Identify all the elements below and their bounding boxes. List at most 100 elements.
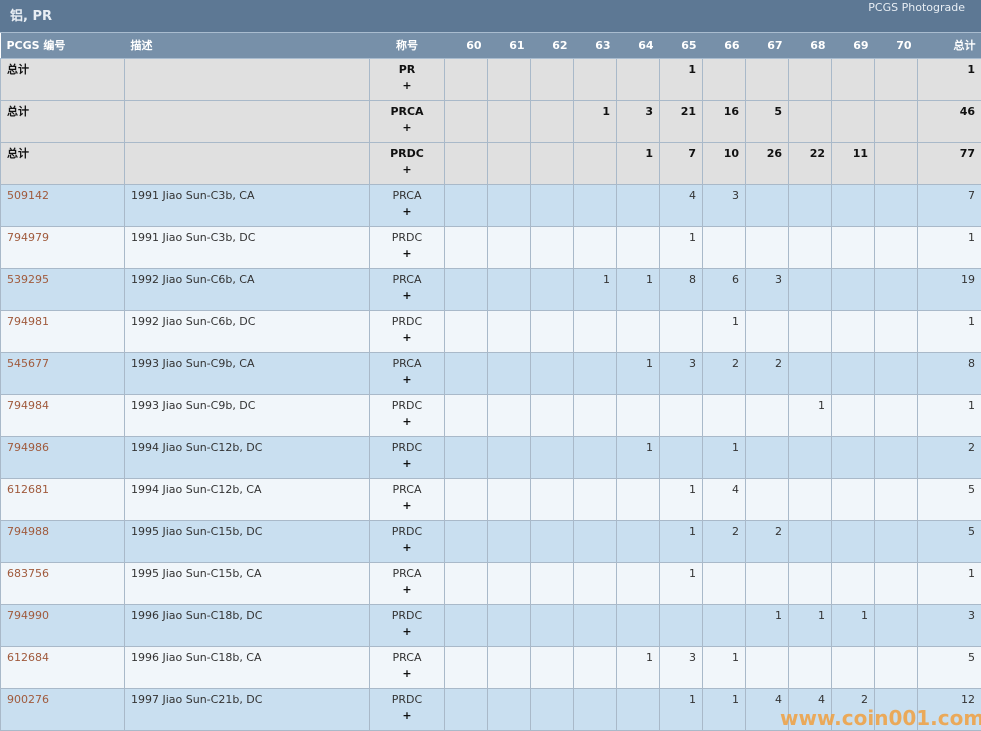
desc-cell: 1992 Jiao Sun-C6b, CA <box>124 267 370 311</box>
designation-cell: PRCA + <box>369 351 445 395</box>
grade-count <box>874 141 918 185</box>
grade-count <box>702 57 746 101</box>
grade-count <box>874 99 918 143</box>
expand-plus-icon[interactable]: + <box>402 498 412 512</box>
expand-plus-icon[interactable]: + <box>402 78 412 92</box>
pcgs-number-link[interactable]: 794984 <box>7 398 49 412</box>
designation-cell: PRCA + <box>369 477 445 521</box>
pcgs-number-link[interactable]: 509142 <box>7 188 49 202</box>
expand-plus-icon[interactable]: + <box>402 456 412 470</box>
grade-count <box>530 141 574 185</box>
photograde-link[interactable]: PCGS Photograde <box>868 1 965 14</box>
grade-count <box>530 225 574 269</box>
expand-plus-icon[interactable]: + <box>402 330 412 344</box>
grade-count: 10 <box>702 141 746 185</box>
grade-count <box>444 309 488 353</box>
grade-count <box>659 603 703 647</box>
total-row: 总计 PRDC +1 7 10 26 22 11 77 <box>0 141 981 185</box>
expand-plus-icon[interactable]: + <box>402 414 412 428</box>
grade-count: 3 <box>702 183 746 227</box>
col-grade: 60 <box>444 33 488 59</box>
grade-count <box>788 309 832 353</box>
grade-count <box>745 435 789 479</box>
watermark: www.coin001.com <box>780 706 981 730</box>
desc-cell: 1996 Jiao Sun-C18b, CA <box>124 645 370 689</box>
grade-count <box>487 267 531 311</box>
grade-count <box>788 435 832 479</box>
pcgs-number-link[interactable]: 794981 <box>7 314 49 328</box>
designation-cell: PRDC + <box>369 393 445 437</box>
pcgs-number-link[interactable]: 612681 <box>7 482 49 496</box>
grade-count <box>788 267 832 311</box>
grade-count <box>616 393 660 437</box>
expand-plus-icon[interactable]: + <box>402 162 412 176</box>
total-count: 5 <box>917 519 981 563</box>
table-row: 794979 1991 Jiao Sun-C3b, DC PRDC +1 1 <box>0 225 981 269</box>
col-grade: 66 <box>702 33 746 59</box>
expand-plus-icon[interactable]: + <box>402 246 412 260</box>
grade-count: 16 <box>702 99 746 143</box>
pcgs-number-link[interactable]: 794979 <box>7 230 49 244</box>
grade-count <box>874 309 918 353</box>
pcgs-number-link[interactable]: 683756 <box>7 566 49 580</box>
expand-plus-icon[interactable]: + <box>402 624 412 638</box>
expand-plus-icon[interactable]: + <box>402 582 412 596</box>
grade-count <box>831 99 875 143</box>
pcgs-number-link[interactable]: 794986 <box>7 440 49 454</box>
grade-count <box>616 561 660 605</box>
pcgs-number-link[interactable]: 794990 <box>7 608 49 622</box>
grade-count <box>573 645 617 689</box>
expand-plus-icon[interactable]: + <box>402 204 412 218</box>
grade-count <box>788 645 832 689</box>
grade-count <box>702 225 746 269</box>
grade-count <box>530 561 574 605</box>
pcgs-number-link[interactable]: 545677 <box>7 356 49 370</box>
grade-count: 11 <box>831 141 875 185</box>
grade-count <box>831 519 875 563</box>
grade-count <box>745 477 789 521</box>
table-row: 794990 1996 Jiao Sun-C18b, DC PRDC +1 1 1 3 <box>0 603 981 647</box>
pcgs-number-link[interactable]: 900276 <box>7 692 49 706</box>
designation-cell: PR + <box>369 57 445 101</box>
designation-text: PRDC <box>391 230 423 244</box>
grade-count: 3 <box>659 351 703 395</box>
designation-text: PRCA <box>392 272 422 286</box>
grade-count <box>530 645 574 689</box>
desc-cell <box>124 99 370 143</box>
grade-count: 26 <box>745 141 789 185</box>
desc-cell: 1995 Jiao Sun-C15b, CA <box>124 561 370 605</box>
grade-count <box>788 57 832 101</box>
expand-plus-icon[interactable]: + <box>402 288 412 302</box>
grade-count: 1 <box>659 561 703 605</box>
grade-count <box>616 57 660 101</box>
grade-count: 2 <box>745 351 789 395</box>
grade-count <box>831 645 875 689</box>
desc-cell: 1991 Jiao Sun-C3b, CA <box>124 183 370 227</box>
grade-count: 1 <box>788 603 832 647</box>
expand-plus-icon[interactable]: + <box>402 708 412 722</box>
pcgs-number-link[interactable]: 794988 <box>7 524 49 538</box>
grade-count <box>616 183 660 227</box>
grade-count <box>659 393 703 437</box>
grade-count <box>530 519 574 563</box>
grade-count <box>573 561 617 605</box>
pcgs-number-link[interactable]: 612684 <box>7 650 49 664</box>
grade-count <box>573 141 617 185</box>
grade-count <box>444 99 488 143</box>
expand-plus-icon[interactable]: + <box>402 540 412 554</box>
expand-plus-icon[interactable]: + <box>402 372 412 386</box>
grade-count <box>745 57 789 101</box>
pcgs-number-link[interactable]: 539295 <box>7 272 49 286</box>
grade-count <box>487 309 531 353</box>
expand-plus-icon[interactable]: + <box>402 120 412 134</box>
total-count: 1 <box>917 393 981 437</box>
grade-count <box>616 225 660 269</box>
grade-count <box>573 477 617 521</box>
grade-count <box>874 435 918 479</box>
grade-count <box>616 519 660 563</box>
desc-cell: 1993 Jiao Sun-C9b, DC <box>124 393 370 437</box>
pcgs-cell: 794981 <box>0 309 125 353</box>
desc-cell: 1995 Jiao Sun-C15b, DC <box>124 519 370 563</box>
grade-count <box>530 99 574 143</box>
expand-plus-icon[interactable]: + <box>402 666 412 680</box>
